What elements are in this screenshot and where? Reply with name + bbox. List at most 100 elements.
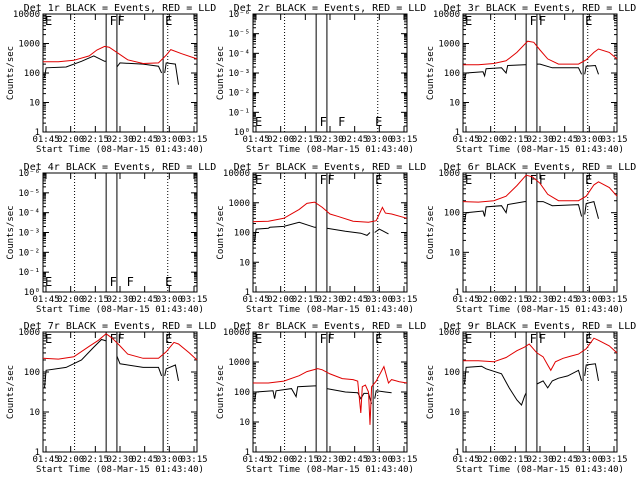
- x-tick-label: 01:45: [32, 135, 59, 145]
- series-line-events: [326, 388, 373, 405]
- y-axis-label: Counts/sec: [216, 205, 226, 259]
- flag-marker-e: E: [465, 14, 472, 28]
- y-tick-label: 10: [239, 418, 250, 428]
- y-tick-label: 10000: [223, 169, 250, 179]
- x-tick-label: 03:15: [180, 135, 207, 145]
- flag-marker-e: E: [585, 173, 592, 187]
- plot-frame: [42, 331, 198, 453]
- flag-marker-e: E: [255, 173, 262, 187]
- x-tick-label: 03:15: [600, 295, 627, 305]
- y-tick-label: 1: [455, 288, 460, 298]
- plot-frame: [462, 331, 618, 453]
- y-tick-label: 1000: [18, 328, 40, 338]
- y-axis-label: Counts/sec: [426, 46, 436, 100]
- flag-marker-e: E: [585, 332, 592, 346]
- y-tick-label: 10000: [13, 10, 40, 20]
- panel-det-5r: Det 5r BLACK = Events, RED = LLD 1 10 100 10…: [216, 162, 426, 315]
- x-tick-label: 02:15: [82, 135, 109, 145]
- x-tick-label: 02:00: [267, 295, 294, 305]
- plot-frame: [42, 172, 198, 293]
- x-tick-label: 02:00: [57, 295, 84, 305]
- x-tick-label: 02:30: [316, 135, 343, 145]
- x-tick-label: 02:30: [106, 295, 133, 305]
- y-tick-label: 100: [444, 69, 460, 79]
- series-line-events: [536, 63, 583, 75]
- x-tick-label: 02:00: [477, 295, 504, 305]
- x-tick-label: 01:45: [242, 295, 269, 305]
- panel-title: Det 2r BLACK = Events, RED = LLD: [234, 3, 427, 14]
- x-tick-label: 03:00: [576, 295, 603, 305]
- y-axis-label: Counts/sec: [426, 365, 436, 419]
- series-line-lld: [43, 45, 198, 65]
- x-tick-label: 02:15: [502, 455, 529, 465]
- x-tick-label: 03:00: [366, 295, 393, 305]
- flag-marker-e: E: [375, 332, 382, 346]
- series-line-lld: [462, 174, 618, 203]
- y-tick-label: 10: [29, 99, 40, 109]
- x-tick-label: 02:00: [477, 135, 504, 145]
- flag-marker-e: E: [165, 14, 172, 28]
- x-tick-label: 02:00: [477, 455, 504, 465]
- x-tick-label: 02:30: [106, 135, 133, 145]
- flag-marker-f: F: [327, 332, 334, 346]
- x-tick-label: 02:45: [551, 295, 578, 305]
- x-tick-label: 02:15: [292, 135, 319, 145]
- plot-frame: [42, 13, 198, 133]
- x-tick-label: 02:45: [341, 135, 368, 145]
- x-tick-label: 02:15: [82, 295, 109, 305]
- y-axis-label: Counts/sec: [6, 205, 16, 259]
- flag-marker-f: F: [530, 173, 537, 187]
- x-tick-label: 01:45: [242, 455, 269, 465]
- x-tick-label: 03:00: [156, 135, 183, 145]
- x-tick-label: 02:45: [131, 455, 158, 465]
- x-tick-label: 02:00: [57, 135, 84, 145]
- panel-det-9r: Det 9r BLACK = Events, RED = LLD 1 10 100 10…: [426, 321, 636, 475]
- y-tick-label: 1000: [438, 40, 460, 50]
- flag-marker-f: F: [117, 332, 124, 346]
- series-line-events: [536, 201, 583, 217]
- x-tick-label: 02:45: [341, 455, 368, 465]
- y-tick-label: 100: [444, 209, 460, 219]
- flag-marker-e: E: [165, 275, 172, 289]
- x-tick-label: 03:00: [366, 135, 393, 145]
- flag-marker-f: F: [320, 115, 327, 129]
- series-line-lld: [463, 337, 618, 372]
- panel-title: Det 4r BLACK = Events, RED = LLD: [24, 162, 217, 173]
- y-axis-label: Counts/sec: [6, 46, 16, 100]
- y-tick-label: 100: [24, 69, 40, 79]
- flag-marker-f: F: [327, 173, 334, 187]
- x-tick-label: 02:30: [316, 295, 343, 305]
- y-tick-label: 10⁻⁶: [228, 10, 250, 20]
- x-axis-label: Start Time (08-Mar-15 01:43:40): [246, 145, 414, 155]
- x-tick-label: 03:00: [576, 455, 603, 465]
- x-tick-label: 01:45: [32, 455, 59, 465]
- flag-marker-f: F: [320, 332, 327, 346]
- x-axis-label: Start Time (08-Mar-15 01:43:40): [456, 145, 624, 155]
- x-tick-label: 02:00: [57, 455, 84, 465]
- x-tick-label: 02:15: [502, 295, 529, 305]
- flag-marker-e: E: [45, 14, 52, 28]
- panel-title: Det 1r BLACK = Events, RED = LLD: [24, 3, 217, 14]
- x-axis-label: Start Time (08-Mar-15 01:43:40): [456, 465, 624, 475]
- x-tick-label: 01:45: [32, 295, 59, 305]
- flag-marker-f: F: [320, 173, 327, 187]
- flag-marker-f: F: [127, 275, 134, 289]
- plot-frame: [462, 172, 618, 293]
- series-line-events: [164, 364, 179, 381]
- y-tick-label: 1: [245, 288, 250, 298]
- x-tick-label: 03:15: [390, 295, 417, 305]
- flag-marker-e: E: [465, 332, 472, 346]
- x-tick-label: 02:45: [341, 295, 368, 305]
- series-line-events: [374, 228, 389, 235]
- flag-marker-e: E: [255, 332, 262, 346]
- panel-title: Det 3r BLACK = Events, RED = LLD: [444, 3, 637, 14]
- y-tick-label: 10: [29, 408, 40, 418]
- flag-marker-e: E: [465, 173, 472, 187]
- y-tick-label: 100: [234, 388, 250, 398]
- x-tick-label: 01:45: [242, 135, 269, 145]
- x-tick-label: 02:30: [526, 295, 553, 305]
- y-axis-label: Counts/sec: [426, 205, 436, 259]
- series-line-events: [116, 355, 163, 377]
- panel-title: Det 7r BLACK = Events, RED = LLD: [24, 321, 217, 332]
